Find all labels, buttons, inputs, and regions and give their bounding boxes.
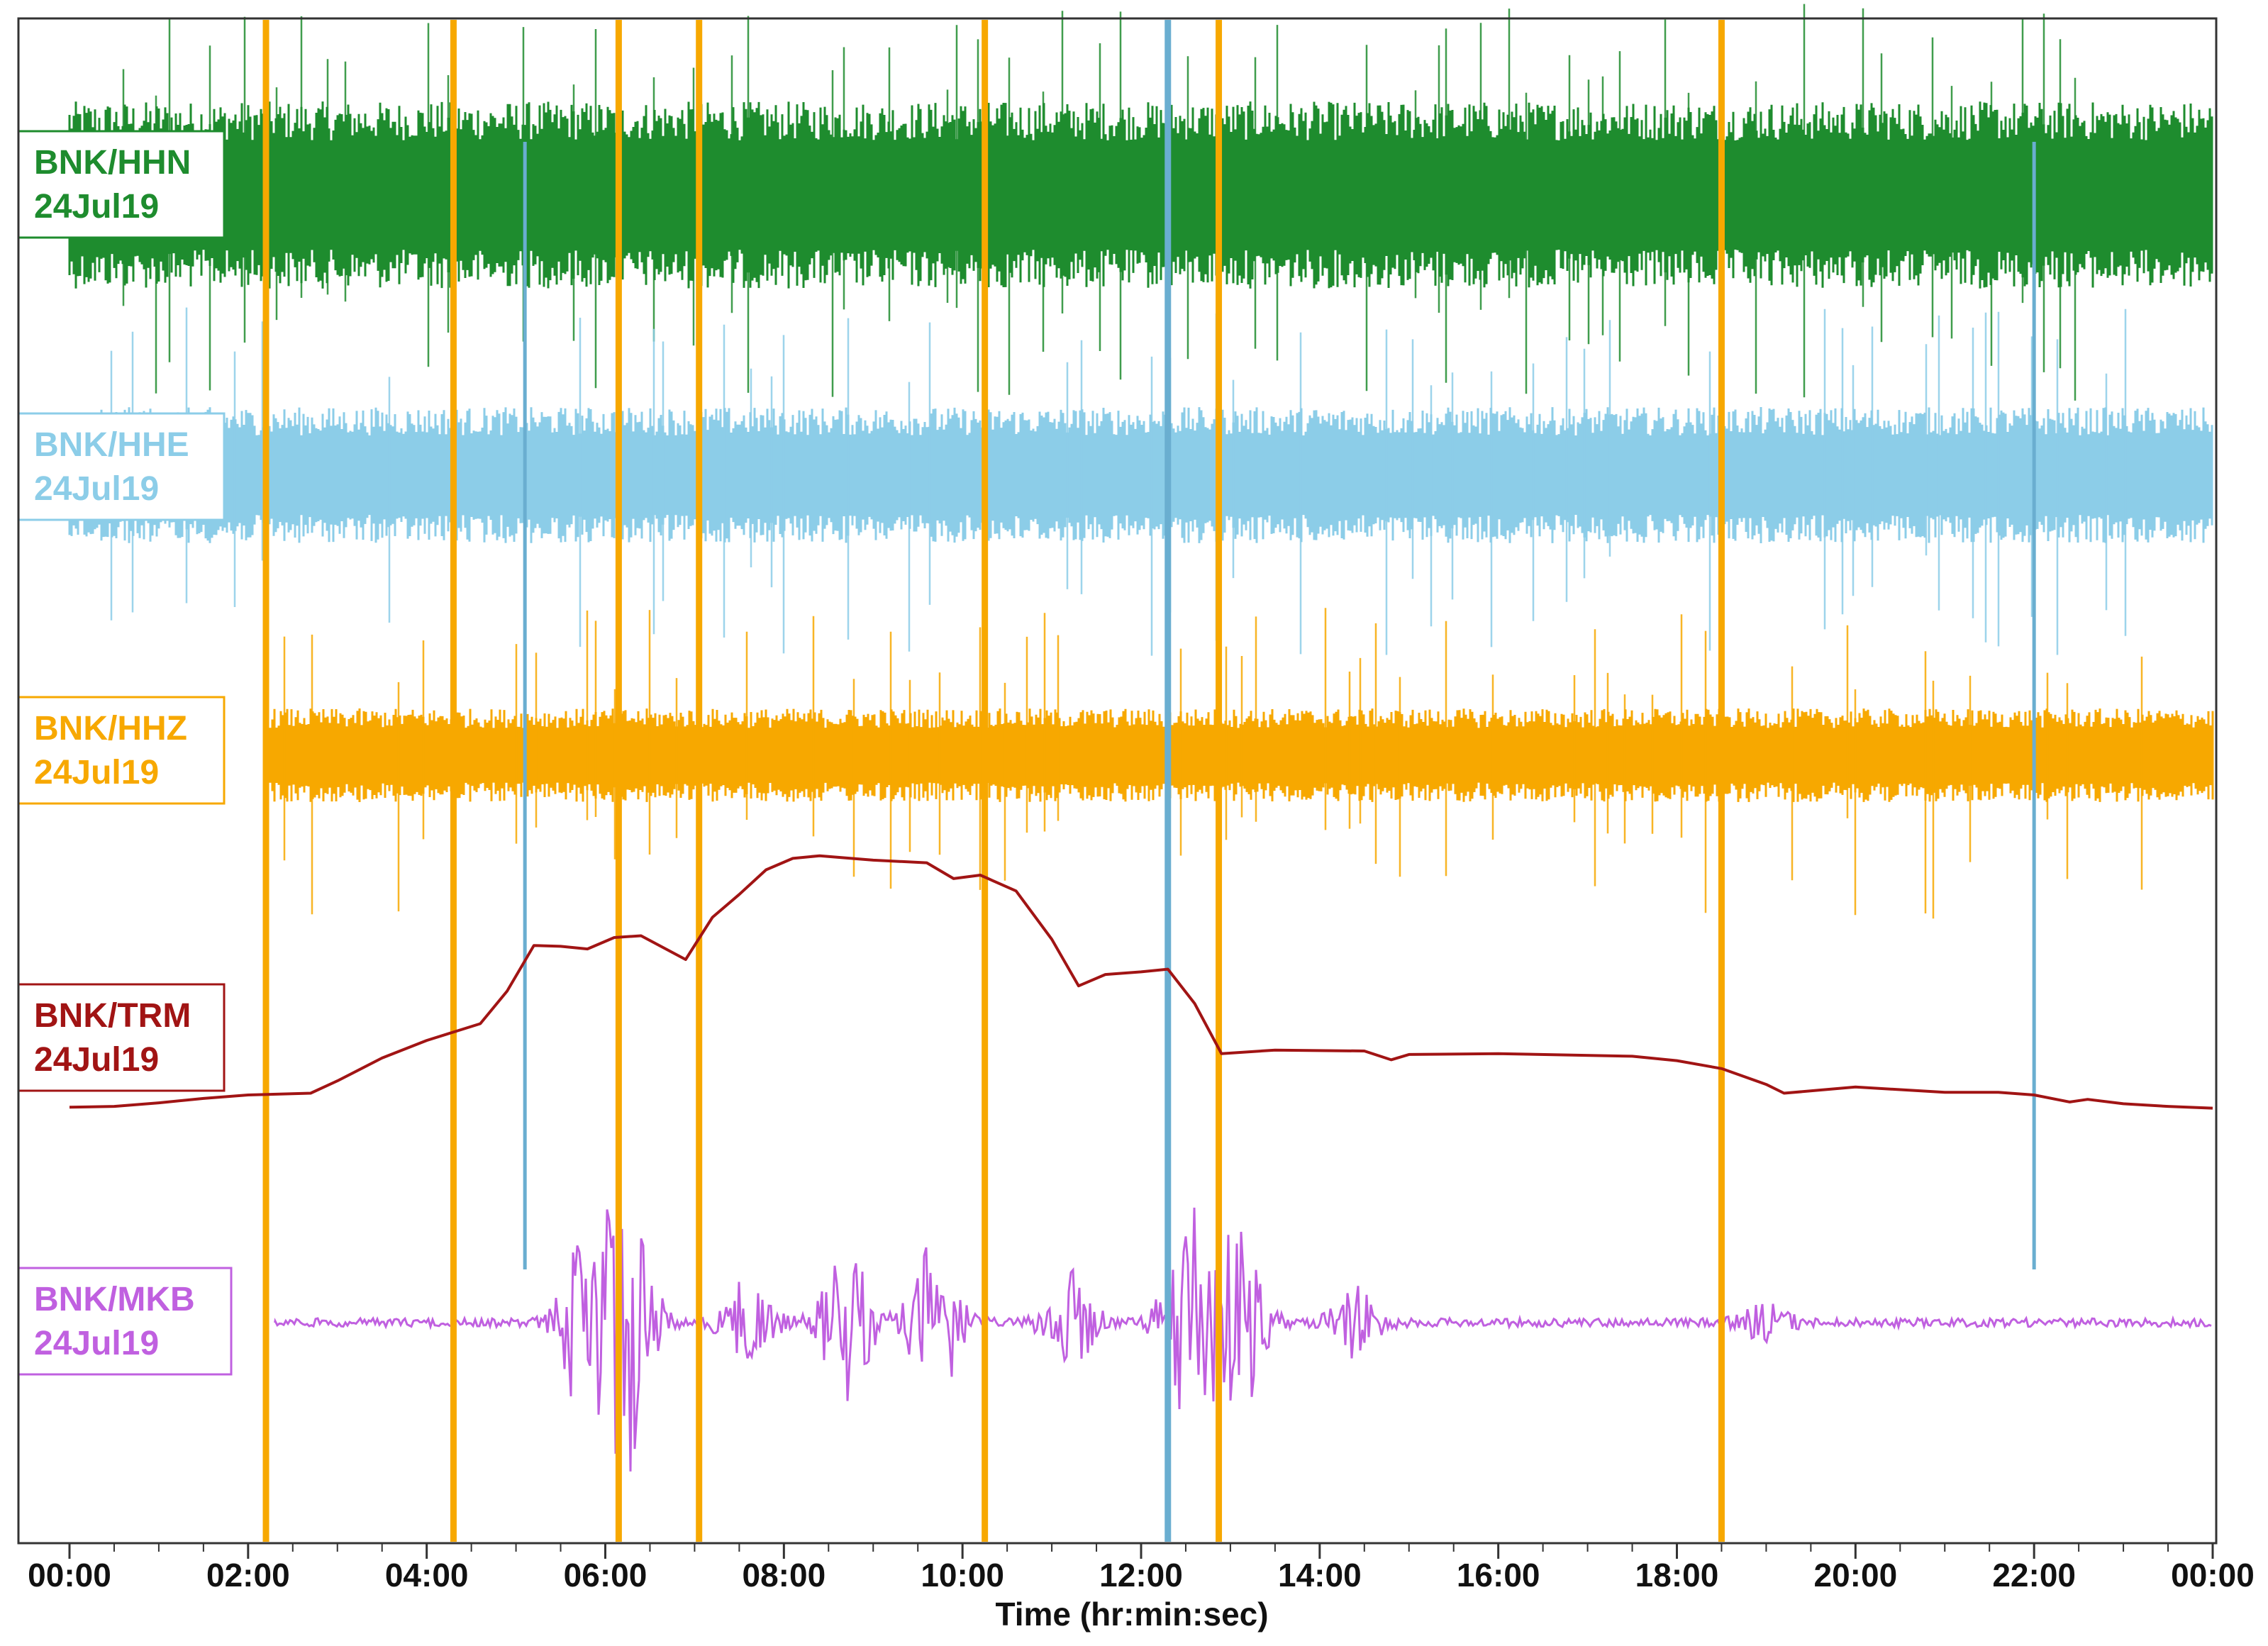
x-tick-label: 22:00 bbox=[1992, 1557, 2076, 1594]
x-tick-label: 12:00 bbox=[1099, 1557, 1183, 1594]
label-box bbox=[17, 412, 226, 521]
label-box bbox=[17, 696, 226, 805]
spike-markers bbox=[262, 20, 2036, 1542]
label-box bbox=[17, 130, 226, 239]
channel-station: BNK/HHN bbox=[34, 144, 191, 182]
channel-station: BNK/MKB bbox=[34, 1281, 195, 1318]
channel-station: BNK/HHE bbox=[34, 426, 189, 464]
channel-label-bnk-mkb: BNK/MKB 24Jul19 bbox=[17, 1267, 233, 1376]
x-tick-label: 06:00 bbox=[564, 1557, 647, 1594]
noise-band bbox=[68, 407, 2213, 543]
channel-bnk-mkb bbox=[274, 1204, 2212, 1472]
x-axis-title: Time (hr:min:sec) bbox=[995, 1596, 1268, 1633]
mkb-signal bbox=[274, 1204, 2212, 1472]
x-tick-label: 16:00 bbox=[1457, 1557, 1540, 1594]
plot-frame bbox=[17, 17, 2218, 1545]
channel-date: 24Jul19 bbox=[34, 1325, 159, 1362]
x-tick-label: 02:00 bbox=[206, 1557, 290, 1594]
x-tick-label: 14:00 bbox=[1278, 1557, 1362, 1594]
x-tick-label: 10:00 bbox=[921, 1557, 1004, 1594]
channel-date: 24Jul19 bbox=[34, 754, 159, 791]
trm-line bbox=[69, 854, 2213, 1110]
channel-label-bnk-hhz: BNK/HHZ 24Jul19 bbox=[17, 696, 226, 805]
x-tick-label: 00:00 bbox=[28, 1557, 111, 1594]
channel-label-bnk-hhe: BNK/HHE 24Jul19 bbox=[17, 412, 226, 521]
channel-station: BNK/TRM bbox=[34, 997, 191, 1035]
channel-labels: BNK/HHN 24Jul19 BNK/HHE 24Jul19 BNK/HHZ 24Jul… bbox=[17, 130, 233, 1376]
trm-trace bbox=[69, 854, 2213, 1110]
channel-station: BNK/HHZ bbox=[34, 710, 187, 747]
channel-date: 24Jul19 bbox=[34, 1041, 159, 1079]
x-axis: 00:00 02:00 04:00 06:00 08:00 10:00 12:00 14:00… bbox=[28, 1543, 2255, 1594]
channel-date: 24Jul19 bbox=[34, 470, 159, 508]
channel-date: 24Jul19 bbox=[34, 188, 159, 226]
x-tick-label: 00:00 bbox=[2171, 1557, 2255, 1594]
channel-label-bnk-trm: BNK/TRM 24Jul19 bbox=[17, 983, 226, 1092]
channel-label-bnk-hhn: BNK/HHN 24Jul19 bbox=[17, 130, 226, 239]
x-tick-label: 20:00 bbox=[1814, 1557, 1898, 1594]
noise-band bbox=[68, 101, 2213, 289]
x-tick-label: 18:00 bbox=[1635, 1557, 1719, 1594]
x-tick-label: 04:00 bbox=[385, 1557, 469, 1594]
label-box bbox=[17, 1267, 233, 1376]
label-box bbox=[17, 983, 226, 1092]
x-tick-label: 08:00 bbox=[743, 1557, 826, 1594]
